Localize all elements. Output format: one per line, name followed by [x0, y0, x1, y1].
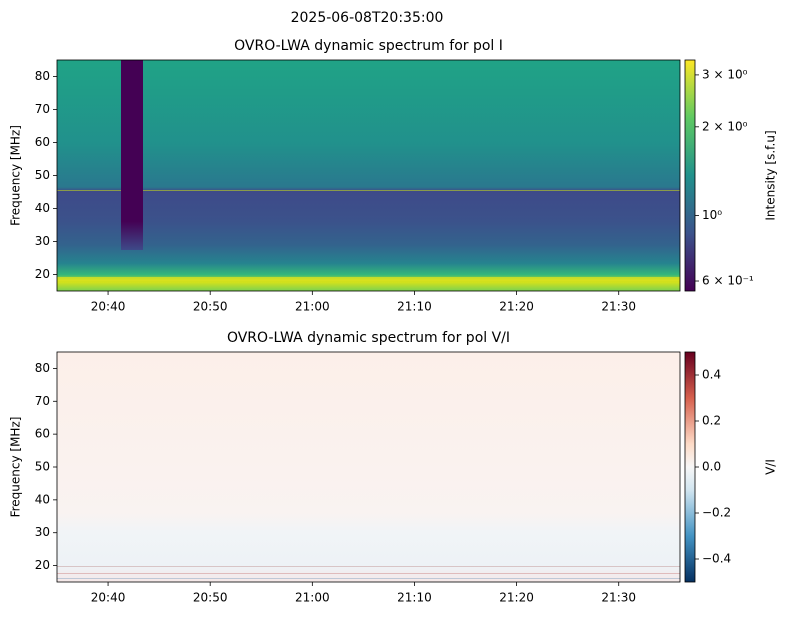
x-tick-label: 20:50: [193, 300, 228, 314]
y-tick-label: 70: [35, 102, 50, 116]
x-tick-label: 21:10: [397, 300, 432, 314]
colorbar-tick-label: 10⁰: [702, 208, 722, 222]
data-gap: [121, 60, 143, 250]
y-axis-label: Frequency [MHz]: [9, 417, 23, 518]
x-tick-label: 21:20: [499, 591, 534, 605]
spectrum-image: [57, 352, 680, 582]
x-tick-label: 21:20: [499, 300, 534, 314]
y-axis-label: Frequency [MHz]: [9, 125, 23, 226]
x-tick-label: 21:30: [601, 300, 636, 314]
colorbar-label: Intensity [s.f.u]: [764, 130, 778, 220]
colorbar-frame: [684, 59, 696, 292]
panel-title: OVRO-LWA dynamic spectrum for pol V/I: [227, 330, 510, 346]
y-tick-label: 60: [35, 135, 50, 149]
colorbar-tick-label: 0.2: [702, 414, 721, 428]
noise-line: [57, 566, 680, 567]
rfi-line: [57, 190, 680, 191]
colorbar-tick-label: 2 × 10⁰: [702, 119, 748, 133]
colorbar: [685, 60, 695, 291]
suptitle: 2025-06-08T20:35:00: [291, 10, 444, 26]
panel-title: OVRO-LWA dynamic spectrum for pol I: [234, 38, 503, 54]
x-tick-label: 21:00: [295, 591, 330, 605]
y-tick-label: 60: [35, 427, 50, 441]
x-tick-label: 21:10: [397, 591, 432, 605]
colorbar-tick-label: −0.2: [702, 506, 731, 520]
y-tick-label: 50: [35, 460, 50, 474]
x-tick-label: 20:40: [91, 300, 126, 314]
colorbar: [685, 352, 695, 582]
y-tick-label: 20: [35, 558, 50, 572]
colorbar-tick-label: 3 × 10⁰: [702, 67, 748, 81]
y-tick-label: 40: [35, 201, 50, 215]
colorbar-tick-label: 6 × 10⁻¹: [702, 274, 754, 288]
x-tick-label: 21:30: [601, 591, 636, 605]
colorbar-tick-label: −0.4: [702, 552, 731, 566]
y-tick-label: 50: [35, 168, 50, 182]
x-tick-label: 20:50: [193, 591, 228, 605]
y-tick-label: 30: [35, 525, 50, 539]
y-tick-label: 70: [35, 394, 50, 408]
y-tick-label: 20: [35, 267, 50, 281]
colorbar-label: V/I: [764, 459, 778, 475]
spectrum-image: [57, 60, 680, 291]
y-tick-label: 80: [35, 361, 50, 375]
colorbar-tick-label: 0.4: [702, 368, 721, 382]
x-tick-label: 21:00: [295, 300, 330, 314]
y-tick-label: 40: [35, 492, 50, 506]
low-band: [57, 277, 680, 281]
noise-line: [57, 578, 680, 579]
colorbar-tick-label: 0.0: [702, 460, 721, 474]
y-tick-label: 80: [35, 69, 50, 83]
x-tick-label: 20:40: [91, 591, 126, 605]
y-tick-label: 30: [35, 234, 50, 248]
noise-line: [57, 573, 680, 574]
